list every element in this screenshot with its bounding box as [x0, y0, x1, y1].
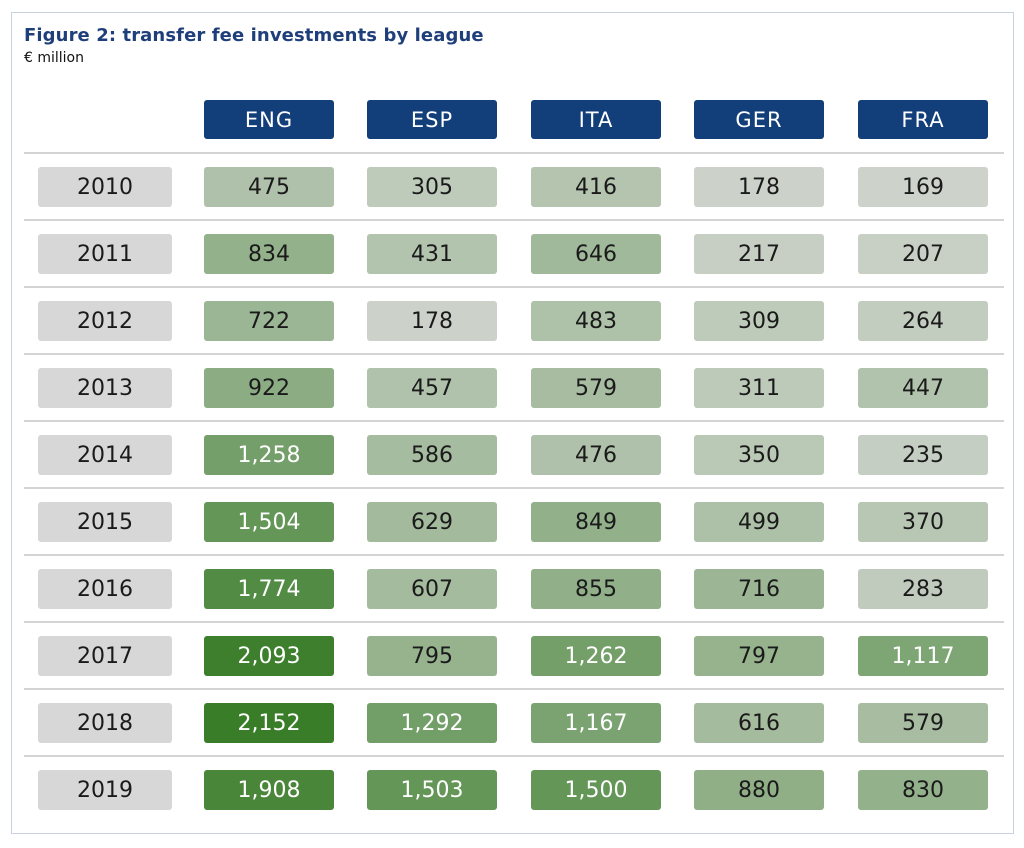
- value-cell-ger-2018: 616: [694, 703, 824, 743]
- value-cell-eng-2012: 722: [204, 301, 334, 341]
- value-cell-ger-2017: 797: [694, 636, 824, 676]
- value-cell-ger-2019: 880: [694, 770, 824, 810]
- year-label: 2011: [38, 234, 172, 274]
- value-cell-fra-2018: 579: [858, 703, 988, 743]
- value-cell-fra-2013: 447: [858, 368, 988, 408]
- year-label: 2010: [38, 167, 172, 207]
- value-cell-ger-2010: 178: [694, 167, 824, 207]
- value-cell-fra-2010: 169: [858, 167, 988, 207]
- value-cell-fra-2017: 1,117: [858, 636, 988, 676]
- value-cell-ger-2016: 716: [694, 569, 824, 609]
- value-cell-ita-2010: 416: [531, 167, 661, 207]
- year-label: 2018: [38, 703, 172, 743]
- row-separator: [24, 621, 1004, 623]
- value-cell-eng-2011: 834: [204, 234, 334, 274]
- value-cell-esp-2010: 305: [367, 167, 497, 207]
- value-cell-ger-2012: 309: [694, 301, 824, 341]
- value-cell-esp-2016: 607: [367, 569, 497, 609]
- value-cell-ita-2014: 476: [531, 435, 661, 475]
- value-cell-eng-2010: 475: [204, 167, 334, 207]
- value-cell-eng-2017: 2,093: [204, 636, 334, 676]
- value-cell-eng-2018: 2,152: [204, 703, 334, 743]
- value-cell-eng-2013: 922: [204, 368, 334, 408]
- year-label: 2013: [38, 368, 172, 408]
- value-cell-fra-2019: 830: [858, 770, 988, 810]
- row-separator: [24, 554, 1004, 556]
- value-cell-ita-2017: 1,262: [531, 636, 661, 676]
- value-cell-eng-2014: 1,258: [204, 435, 334, 475]
- row-separator: [24, 755, 1004, 757]
- value-cell-fra-2016: 283: [858, 569, 988, 609]
- value-cell-fra-2011: 207: [858, 234, 988, 274]
- value-cell-esp-2019: 1,503: [367, 770, 497, 810]
- value-cell-esp-2013: 457: [367, 368, 497, 408]
- value-cell-esp-2017: 795: [367, 636, 497, 676]
- value-cell-ita-2018: 1,167: [531, 703, 661, 743]
- year-label: 2017: [38, 636, 172, 676]
- value-cell-esp-2015: 629: [367, 502, 497, 542]
- value-cell-ita-2015: 849: [531, 502, 661, 542]
- value-cell-ger-2011: 217: [694, 234, 824, 274]
- value-cell-fra-2015: 370: [858, 502, 988, 542]
- year-label: 2014: [38, 435, 172, 475]
- row-separator: [24, 487, 1004, 489]
- value-cell-ita-2016: 855: [531, 569, 661, 609]
- column-header-esp: ESP: [367, 100, 497, 139]
- year-label: 2015: [38, 502, 172, 542]
- value-cell-ger-2015: 499: [694, 502, 824, 542]
- row-separator: [24, 286, 1004, 288]
- column-header-ger: GER: [694, 100, 824, 139]
- column-header-eng: ENG: [204, 100, 334, 139]
- value-cell-esp-2012: 178: [367, 301, 497, 341]
- value-cell-ita-2019: 1,500: [531, 770, 661, 810]
- value-cell-ita-2012: 483: [531, 301, 661, 341]
- value-cell-esp-2018: 1,292: [367, 703, 497, 743]
- year-label: 2012: [38, 301, 172, 341]
- value-cell-eng-2016: 1,774: [204, 569, 334, 609]
- row-separator: [24, 420, 1004, 422]
- value-cell-esp-2014: 586: [367, 435, 497, 475]
- column-header-ita: ITA: [531, 100, 661, 139]
- year-label: 2016: [38, 569, 172, 609]
- year-label: 2019: [38, 770, 172, 810]
- row-separator: [24, 219, 1004, 221]
- value-cell-ger-2014: 350: [694, 435, 824, 475]
- value-cell-eng-2019: 1,908: [204, 770, 334, 810]
- chart-title: Figure 2: transfer fee investments by le…: [24, 25, 484, 46]
- value-cell-ger-2013: 311: [694, 368, 824, 408]
- value-cell-ita-2011: 646: [531, 234, 661, 274]
- value-cell-fra-2012: 264: [858, 301, 988, 341]
- value-cell-eng-2015: 1,504: [204, 502, 334, 542]
- column-header-fra: FRA: [858, 100, 988, 139]
- value-cell-fra-2014: 235: [858, 435, 988, 475]
- row-separator: [24, 353, 1004, 355]
- row-separator: [24, 688, 1004, 690]
- figure-frame: [11, 12, 1014, 834]
- value-cell-esp-2011: 431: [367, 234, 497, 274]
- value-cell-ita-2013: 579: [531, 368, 661, 408]
- chart-subtitle: € million: [24, 50, 84, 66]
- row-separator: [24, 152, 1004, 154]
